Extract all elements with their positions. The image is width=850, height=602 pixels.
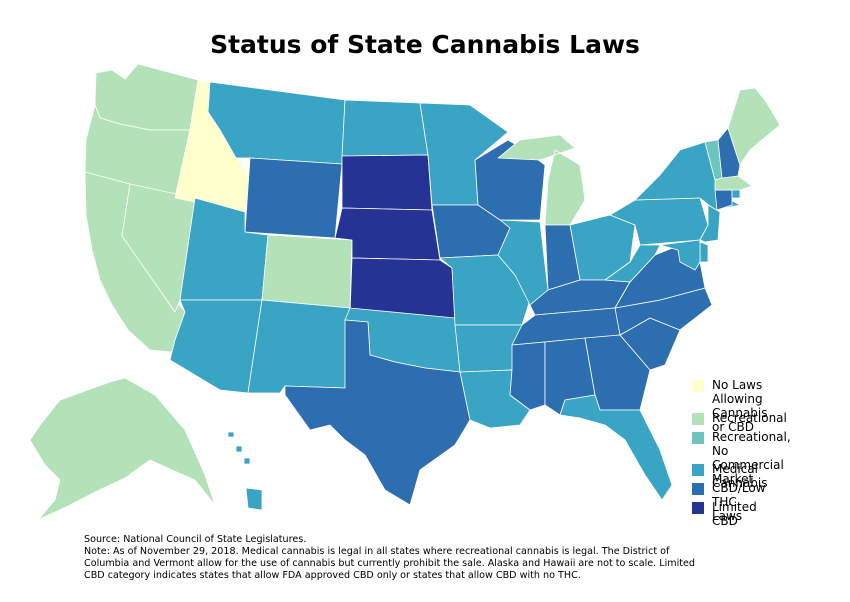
legend-item-no-laws: No Laws Allowing Cannabis or CBD bbox=[692, 378, 768, 434]
legend-item-limited-cbd: Limited CBD bbox=[692, 500, 757, 528]
map-title: Status of State Cannabis Laws bbox=[210, 30, 640, 59]
legend-label-recreational: Recreational bbox=[712, 411, 787, 425]
legend-swatch-recreational-no-commercial bbox=[692, 432, 704, 444]
legend-swatch-limited-cbd bbox=[692, 502, 704, 514]
state-IL[interactable] bbox=[497, 219, 549, 306]
state-WI[interactable] bbox=[474, 139, 546, 221]
legend-label-no-laws: No Laws Allowing Cannabis or CBD bbox=[712, 378, 768, 434]
state-AK[interactable] bbox=[29, 377, 216, 521]
state-ND[interactable] bbox=[341, 99, 429, 157]
state-FL[interactable] bbox=[559, 394, 673, 501]
legend-label-limited-cbd: Limited CBD bbox=[712, 500, 757, 528]
legend-swatch-medical bbox=[692, 464, 704, 476]
state-NJ[interactable] bbox=[699, 204, 721, 243]
legend-swatch-no-laws bbox=[692, 380, 704, 392]
legend-item-recreational: Recreational bbox=[692, 411, 787, 425]
legend-label-medical: Medical Cannabis bbox=[712, 462, 768, 490]
state-NH[interactable] bbox=[717, 127, 741, 179]
legend-swatch-cbd-low-thc bbox=[692, 483, 704, 495]
legend-label-cbd-low-thc: CBD/Low THC Laws bbox=[712, 481, 766, 523]
legend-label-recreational-no-commercial: Recreational, No Commercial Market bbox=[712, 430, 791, 486]
legend-item-cbd-low-thc: CBD/Low THC Laws bbox=[692, 481, 766, 523]
state-SD[interactable] bbox=[341, 154, 433, 211]
explanatory-note: Note: As of November 29, 2018. Medical c… bbox=[84, 546, 696, 581]
legend-swatch-recreational bbox=[692, 413, 704, 425]
state-MD[interactable] bbox=[659, 239, 701, 271]
state-WA[interactable] bbox=[94, 63, 199, 131]
state-ME[interactable] bbox=[727, 87, 781, 166]
legend-item-recreational-no-commercial: Recreational, No Commercial Market bbox=[692, 430, 791, 486]
state-KS[interactable] bbox=[349, 257, 456, 319]
footer: Source: National Council of State Legisl… bbox=[84, 534, 714, 582]
state-TX[interactable] bbox=[284, 319, 471, 506]
legend-item-medical: Medical Cannabis bbox=[692, 462, 768, 490]
state-DE[interactable] bbox=[699, 241, 709, 263]
state-HI[interactable] bbox=[227, 431, 263, 511]
state-CO[interactable] bbox=[261, 234, 353, 309]
source-note: Source: National Council of State Legisl… bbox=[84, 534, 307, 545]
state-NM[interactable] bbox=[247, 299, 351, 394]
state-WY[interactable] bbox=[244, 157, 343, 239]
